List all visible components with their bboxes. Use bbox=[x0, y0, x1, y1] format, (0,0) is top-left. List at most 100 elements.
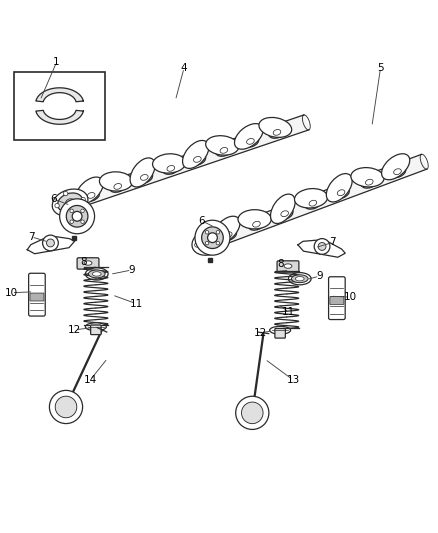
Bar bbox=[14, 72, 106, 140]
Ellipse shape bbox=[189, 154, 206, 165]
Ellipse shape bbox=[284, 264, 292, 268]
Ellipse shape bbox=[215, 144, 232, 156]
Ellipse shape bbox=[351, 167, 384, 187]
Circle shape bbox=[81, 220, 84, 223]
Ellipse shape bbox=[273, 130, 281, 135]
Ellipse shape bbox=[205, 238, 214, 245]
Ellipse shape bbox=[66, 199, 74, 206]
Text: 8: 8 bbox=[277, 260, 283, 269]
Ellipse shape bbox=[76, 177, 103, 204]
Circle shape bbox=[81, 209, 84, 213]
Ellipse shape bbox=[381, 154, 410, 180]
Ellipse shape bbox=[83, 190, 99, 201]
FancyBboxPatch shape bbox=[277, 261, 299, 272]
Circle shape bbox=[216, 241, 219, 245]
Text: 6: 6 bbox=[198, 216, 205, 225]
Ellipse shape bbox=[242, 135, 259, 147]
Polygon shape bbox=[36, 88, 83, 102]
Circle shape bbox=[81, 197, 85, 201]
Circle shape bbox=[66, 205, 88, 227]
Ellipse shape bbox=[259, 117, 292, 138]
Text: 6: 6 bbox=[50, 194, 57, 204]
Ellipse shape bbox=[85, 268, 108, 280]
Ellipse shape bbox=[213, 216, 240, 244]
Ellipse shape bbox=[183, 140, 209, 168]
Circle shape bbox=[208, 233, 217, 243]
Ellipse shape bbox=[238, 209, 271, 229]
Circle shape bbox=[318, 243, 326, 251]
Ellipse shape bbox=[84, 261, 92, 265]
Circle shape bbox=[205, 230, 209, 234]
Ellipse shape bbox=[333, 187, 350, 199]
Ellipse shape bbox=[92, 272, 101, 276]
Ellipse shape bbox=[361, 176, 378, 188]
Ellipse shape bbox=[197, 232, 222, 252]
Circle shape bbox=[64, 191, 68, 196]
Ellipse shape bbox=[288, 272, 311, 285]
Circle shape bbox=[72, 212, 82, 221]
Circle shape bbox=[201, 227, 223, 248]
Ellipse shape bbox=[220, 148, 228, 154]
Circle shape bbox=[70, 220, 74, 223]
Circle shape bbox=[42, 235, 58, 251]
Text: 1: 1 bbox=[53, 57, 60, 67]
Text: 10: 10 bbox=[343, 292, 357, 302]
Circle shape bbox=[216, 230, 219, 234]
Ellipse shape bbox=[294, 189, 328, 208]
Polygon shape bbox=[36, 110, 83, 124]
Ellipse shape bbox=[88, 270, 105, 278]
Ellipse shape bbox=[291, 275, 308, 282]
Ellipse shape bbox=[271, 194, 295, 223]
Ellipse shape bbox=[57, 193, 83, 212]
Circle shape bbox=[60, 199, 95, 234]
Text: 11: 11 bbox=[282, 308, 296, 317]
Ellipse shape bbox=[194, 157, 201, 162]
Text: 9: 9 bbox=[128, 265, 135, 275]
Circle shape bbox=[194, 243, 199, 247]
Ellipse shape bbox=[130, 158, 155, 187]
Circle shape bbox=[46, 239, 54, 247]
Circle shape bbox=[70, 209, 74, 213]
Ellipse shape bbox=[248, 218, 265, 230]
Ellipse shape bbox=[337, 190, 345, 196]
Text: 12: 12 bbox=[254, 328, 267, 338]
Text: 7: 7 bbox=[329, 238, 336, 247]
Ellipse shape bbox=[167, 166, 175, 171]
Ellipse shape bbox=[268, 126, 286, 138]
Circle shape bbox=[55, 396, 77, 418]
Circle shape bbox=[220, 236, 225, 240]
Circle shape bbox=[203, 230, 207, 235]
FancyBboxPatch shape bbox=[328, 277, 345, 320]
Ellipse shape bbox=[114, 183, 121, 189]
Text: 7: 7 bbox=[28, 232, 35, 242]
Ellipse shape bbox=[304, 197, 321, 209]
Text: 9: 9 bbox=[316, 271, 323, 281]
Text: 11: 11 bbox=[129, 298, 143, 309]
Text: 5: 5 bbox=[377, 63, 384, 73]
Ellipse shape bbox=[224, 232, 232, 238]
Circle shape bbox=[241, 402, 263, 424]
Text: 14: 14 bbox=[84, 375, 97, 385]
Ellipse shape bbox=[152, 154, 186, 173]
Ellipse shape bbox=[206, 136, 239, 155]
Circle shape bbox=[72, 209, 77, 214]
Polygon shape bbox=[199, 155, 427, 252]
Circle shape bbox=[205, 241, 209, 245]
Text: 8: 8 bbox=[80, 257, 87, 267]
Circle shape bbox=[314, 239, 330, 254]
Ellipse shape bbox=[162, 163, 179, 174]
Text: 13: 13 bbox=[286, 375, 300, 385]
Ellipse shape bbox=[365, 179, 373, 185]
Circle shape bbox=[212, 248, 217, 253]
Polygon shape bbox=[298, 240, 345, 257]
Circle shape bbox=[236, 396, 269, 430]
Ellipse shape bbox=[234, 124, 263, 149]
Circle shape bbox=[55, 204, 59, 208]
Circle shape bbox=[195, 220, 230, 255]
Ellipse shape bbox=[192, 228, 227, 255]
Ellipse shape bbox=[52, 189, 88, 216]
Ellipse shape bbox=[270, 326, 290, 334]
Text: 12: 12 bbox=[68, 325, 81, 335]
Ellipse shape bbox=[110, 181, 126, 192]
Text: 10: 10 bbox=[5, 288, 18, 298]
